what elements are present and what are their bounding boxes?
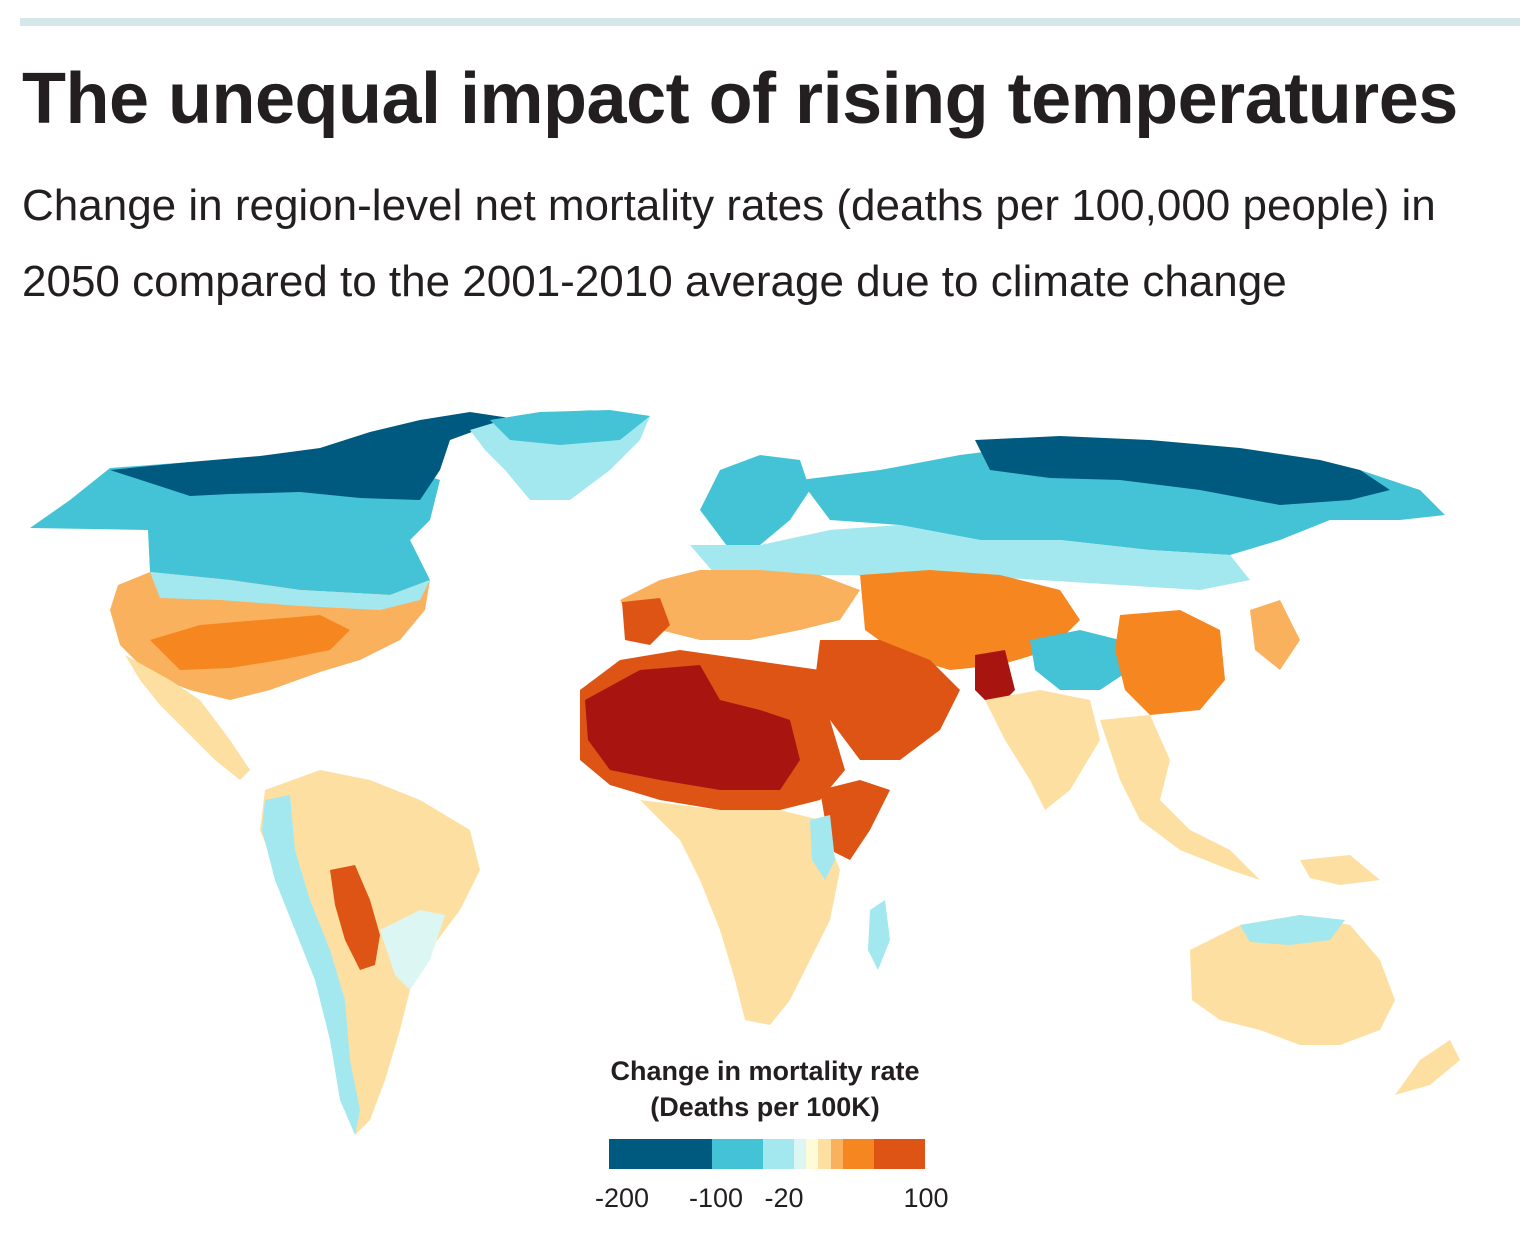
central-asia-region — [860, 570, 1080, 670]
east-africa-region — [810, 815, 835, 880]
horn-of-africa-region — [820, 780, 890, 860]
central-africa-region — [640, 800, 840, 1025]
eurasia-south — [620, 570, 1300, 880]
new-guinea-region — [1300, 855, 1380, 885]
legend-bin — [842, 1139, 874, 1169]
legend-bin — [793, 1139, 806, 1169]
russia-south-region — [830, 525, 1250, 590]
africa — [580, 650, 890, 1025]
legend-tick-100: 100 — [903, 1183, 949, 1213]
chart-subtitle: Change in region-level net mortality rat… — [22, 181, 1436, 306]
india-region — [985, 690, 1100, 810]
legend-title: Change in mortality rate (Deaths per 100… — [560, 1053, 970, 1125]
oceania — [1190, 855, 1460, 1095]
eurasia-north — [690, 436, 1445, 590]
south-america — [260, 770, 480, 1135]
brazil-east-region — [380, 910, 445, 990]
legend-bin — [762, 1139, 794, 1169]
legend-bin — [830, 1139, 843, 1169]
tibet-region — [1030, 630, 1130, 690]
legend-title-line1: Change in mortality rate — [610, 1056, 920, 1086]
world-map — [30, 410, 1460, 1135]
greenland-north-region — [490, 410, 650, 445]
legend-bin — [873, 1139, 925, 1169]
north-america — [30, 410, 650, 780]
middle-east-region — [815, 640, 960, 760]
legend-title-line2: (Deaths per 100K) — [650, 1092, 880, 1122]
legend-bin — [818, 1139, 831, 1169]
legend-tick-minus-100: -100 — [688, 1183, 744, 1213]
andes-west-region — [262, 795, 360, 1135]
china-east-region — [1115, 610, 1225, 715]
pakistan-region — [975, 650, 1015, 710]
legend-color-scale — [609, 1139, 925, 1169]
canada-arctic-region — [110, 412, 510, 500]
australia-north-region — [1240, 915, 1345, 945]
chart-title: The unequal impact of rising temperature… — [22, 59, 1458, 139]
mexico-central-america-region — [125, 655, 250, 780]
legend-bin — [805, 1139, 819, 1169]
europe-south-region — [620, 570, 860, 640]
usa-north-region — [150, 572, 430, 610]
japan-region — [1250, 600, 1300, 670]
bolivia-paraguay-region — [330, 865, 380, 970]
usa-south-hot-region — [150, 615, 350, 670]
southeast-asia-region — [1100, 715, 1260, 880]
legend-bin — [711, 1139, 763, 1169]
legend-bin — [609, 1139, 712, 1169]
legend-tick-minus-200: -200 — [594, 1183, 650, 1213]
legend-tick-minus-20: -20 — [764, 1183, 804, 1213]
siberia-arctic-region — [975, 436, 1390, 505]
iberia-region — [622, 598, 670, 645]
sahel-region — [585, 665, 800, 790]
australia-region — [1190, 915, 1395, 1045]
top-rule — [20, 18, 1520, 26]
scandinavia-region — [700, 455, 810, 550]
new-zealand-region — [1395, 1040, 1460, 1095]
madagascar-region — [868, 900, 890, 970]
